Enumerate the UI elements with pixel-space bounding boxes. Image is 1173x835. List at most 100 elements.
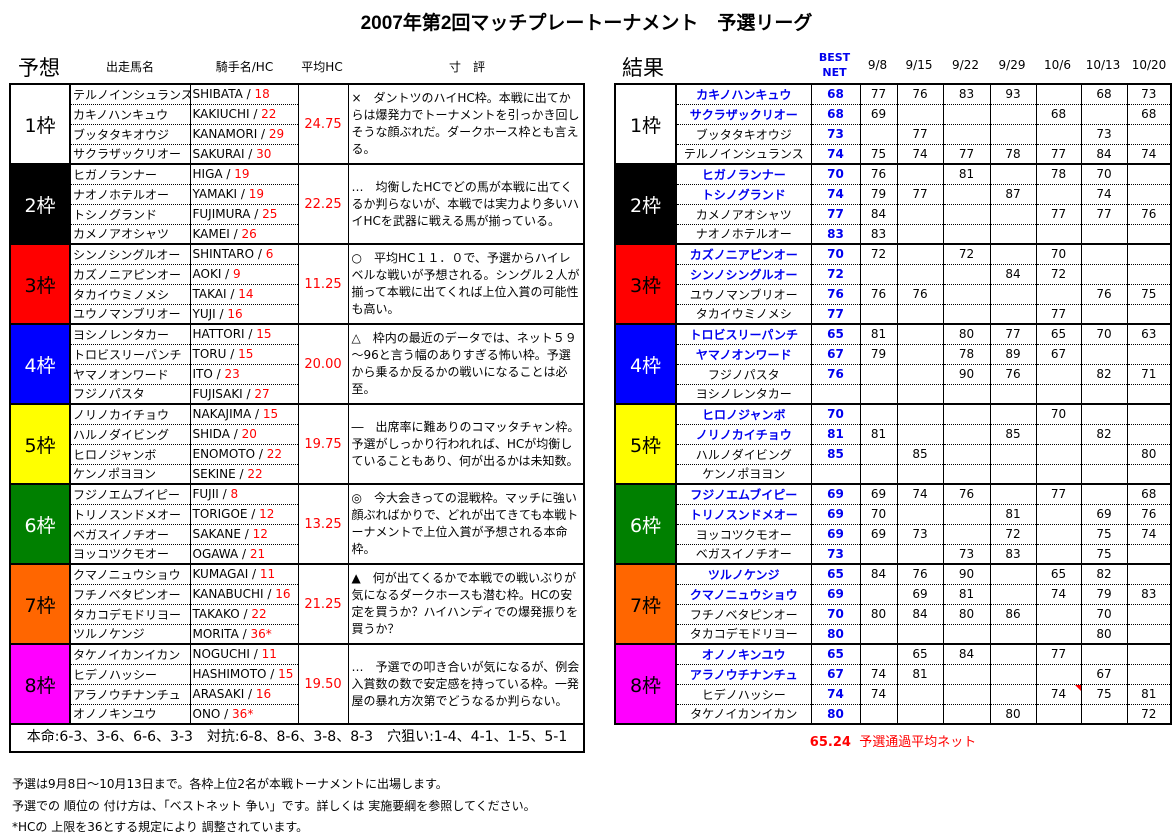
- score-cell: [1126, 264, 1172, 285]
- horse-name: フジノパスタ: [675, 364, 812, 385]
- score-cell: [1035, 544, 1082, 565]
- score-cell: 67: [1035, 344, 1082, 365]
- qualifying-average-value: 65.24: [809, 735, 851, 750]
- prediction-row: ベガスイノチオー SAKANE / 12: [10, 524, 584, 545]
- score-cell: 86: [989, 604, 1037, 625]
- prediction-row: ヨッコツクモオー OGAWA / 21: [10, 544, 584, 565]
- score-cell: 68: [1035, 104, 1082, 125]
- horse-name: クマノニュウショウ: [69, 564, 191, 585]
- best-net-header-line2: NET: [822, 66, 847, 79]
- jockey-name: SHINTARO /: [192, 247, 266, 262]
- score: 68: [1141, 107, 1157, 121]
- average-hc: 21.25: [297, 564, 349, 645]
- score: 84: [1005, 267, 1021, 281]
- horse-name: サクラザックリオー: [69, 144, 191, 165]
- score: 79: [870, 187, 887, 201]
- score-cell: [1035, 364, 1082, 385]
- score-cell: 75: [1080, 524, 1128, 545]
- jockey-name: KUMAGAI /: [192, 567, 260, 582]
- jockey-name: YAMAKI /: [192, 187, 249, 201]
- jockey-hc: MORITA / 36*: [189, 624, 299, 645]
- score-cell: [859, 384, 898, 405]
- result-row: ノリノカイチョウ 81 81 85 82: [615, 424, 1172, 445]
- score: 81: [1005, 507, 1021, 521]
- horse-name: トリノスンドメオー: [69, 504, 191, 525]
- score-cell: 69: [859, 104, 898, 125]
- result-row: アラノウチナンチュ 67 74 81 67: [615, 664, 1172, 685]
- score-cell: [859, 644, 898, 665]
- handicap: 18: [254, 87, 270, 102]
- score-cell: 69: [859, 484, 898, 505]
- horse-name: タケノイカンイカン: [69, 644, 191, 665]
- score-cell: 70: [1080, 324, 1128, 345]
- score-cell: [989, 484, 1037, 505]
- score-cell: [896, 424, 944, 445]
- jockey-name: KAKIUCHI /: [192, 107, 262, 121]
- score-cell: 74: [896, 484, 944, 505]
- handicap: 14: [238, 287, 254, 301]
- best-net: 65: [810, 564, 861, 585]
- frame-label: 1枠: [614, 83, 677, 165]
- score-cell: 68: [1126, 104, 1172, 125]
- score-cell: [1080, 464, 1128, 485]
- score-cell: 77: [942, 144, 991, 165]
- frame-label: 6枠: [614, 483, 677, 565]
- score-cell: [989, 164, 1037, 185]
- score-cell: 78: [989, 144, 1037, 165]
- result-row: テルノインシュランス 74 75 74 77 78 77 84 74: [615, 144, 1172, 165]
- best-net: 69: [810, 484, 861, 505]
- score-cell: 70: [1080, 164, 1128, 185]
- score-cell: [1126, 124, 1172, 145]
- score: 69: [912, 587, 928, 601]
- handicap: 12: [252, 527, 268, 541]
- score-cell: 78: [1035, 164, 1082, 185]
- horse-name: フジノエムブイピー: [69, 484, 191, 505]
- prediction-row: 4枠 ヨシノレンタカー HATTORI / 15 20.00 △ 枠内の最近のデータでは…: [9, 323, 585, 405]
- score-cell: 81: [942, 584, 991, 605]
- best-net: 77: [810, 204, 861, 225]
- handicap: 27: [254, 386, 270, 401]
- score-cell: [896, 324, 944, 345]
- handicap: 30: [256, 146, 272, 161]
- score-cell: 75: [859, 144, 898, 165]
- score-cell: [989, 124, 1037, 145]
- score: 74: [1096, 187, 1112, 201]
- score-cell: 77: [1035, 644, 1082, 665]
- score-cell: 73: [942, 544, 991, 565]
- handicap: 16: [275, 587, 291, 601]
- average-hc: 19.75: [297, 404, 349, 485]
- score: 65: [1050, 327, 1067, 342]
- score: 80: [1005, 706, 1021, 721]
- result-row: ヒデノハッシー 74 74 74 75 81: [615, 684, 1172, 705]
- prediction-row: フチノベタピンオー KANABUCHI / 16: [10, 584, 584, 605]
- score-cell: [859, 444, 898, 465]
- score-cell: [1126, 664, 1172, 685]
- score-cell: [1080, 264, 1128, 285]
- best-net: 72: [810, 264, 861, 285]
- date-header: 10/20: [1131, 58, 1167, 72]
- horse-name: ヒロノジャンボ: [69, 444, 191, 465]
- jockey-name: TORU /: [192, 347, 239, 361]
- jockey-hc: KAKIUCHI / 22: [189, 104, 299, 125]
- score: 80: [870, 607, 887, 621]
- horse-name: カズノニアピンオー: [675, 244, 812, 265]
- horse-name: カメノアオシャツ: [675, 204, 812, 225]
- score-cell: 80: [1080, 624, 1128, 645]
- score: 67: [1050, 347, 1067, 361]
- score-cell: [896, 404, 944, 425]
- score: 81: [912, 667, 928, 681]
- score-cell: [1126, 244, 1172, 265]
- handicap: 25: [262, 207, 278, 221]
- best-net: 76: [810, 364, 861, 385]
- score-cell: 81: [896, 664, 944, 685]
- score-cell: [942, 404, 991, 425]
- best-net: 69: [810, 584, 861, 605]
- horse-name: タカイウミノメシ: [675, 304, 812, 325]
- horse-name: ヨッコツクモオー: [69, 544, 191, 565]
- score: 77: [1050, 207, 1067, 221]
- score-cell: 65: [896, 644, 944, 665]
- prediction-row: ヒデノハッシー HASHIMOTO / 15: [10, 664, 584, 685]
- score-cell: [989, 284, 1037, 305]
- handicap: 11: [259, 567, 276, 582]
- prediction-row: カズノニアピンオー AOKI / 9: [10, 264, 584, 285]
